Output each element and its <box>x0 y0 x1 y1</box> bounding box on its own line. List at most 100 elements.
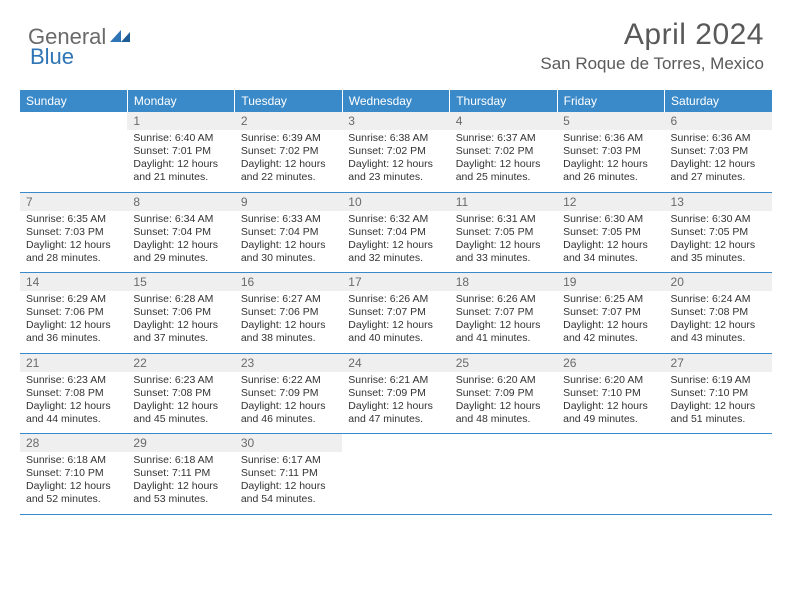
sunrise-text: Sunrise: 6:19 AM <box>671 374 766 387</box>
sunset-text: Sunset: 7:05 PM <box>671 226 766 239</box>
daylight-text: Daylight: 12 hours and 37 minutes. <box>133 319 228 345</box>
daylight-text: Daylight: 12 hours and 28 minutes. <box>26 239 121 265</box>
sunset-text: Sunset: 7:03 PM <box>563 145 658 158</box>
daynum-row: 14151617181920 <box>20 273 772 292</box>
day-detail: Sunrise: 6:19 AMSunset: 7:10 PMDaylight:… <box>665 372 772 434</box>
day-number: 7 <box>20 192 127 211</box>
logo-mark-icon <box>110 26 132 49</box>
day-detail <box>557 452 664 514</box>
day-number: 10 <box>342 192 449 211</box>
day-detail: Sunrise: 6:21 AMSunset: 7:09 PMDaylight:… <box>342 372 449 434</box>
detail-row: Sunrise: 6:23 AMSunset: 7:08 PMDaylight:… <box>20 372 772 434</box>
daylight-text: Daylight: 12 hours and 25 minutes. <box>456 158 551 184</box>
sunset-text: Sunset: 7:04 PM <box>133 226 228 239</box>
logo-text-blue: Blue <box>30 44 74 69</box>
day-number <box>20 112 127 130</box>
detail-row: Sunrise: 6:29 AMSunset: 7:06 PMDaylight:… <box>20 291 772 353</box>
day-detail: Sunrise: 6:20 AMSunset: 7:10 PMDaylight:… <box>557 372 664 434</box>
sunrise-text: Sunrise: 6:21 AM <box>348 374 443 387</box>
sunset-text: Sunset: 7:08 PM <box>26 387 121 400</box>
sunrise-text: Sunrise: 6:38 AM <box>348 132 443 145</box>
day-detail: Sunrise: 6:28 AMSunset: 7:06 PMDaylight:… <box>127 291 234 353</box>
day-detail: Sunrise: 6:26 AMSunset: 7:07 PMDaylight:… <box>342 291 449 353</box>
sunrise-text: Sunrise: 6:32 AM <box>348 213 443 226</box>
day-number <box>450 434 557 453</box>
daylight-text: Daylight: 12 hours and 54 minutes. <box>241 480 336 506</box>
sunrise-text: Sunrise: 6:30 AM <box>563 213 658 226</box>
sunrise-text: Sunrise: 6:23 AM <box>133 374 228 387</box>
daylight-text: Daylight: 12 hours and 43 minutes. <box>671 319 766 345</box>
daylight-text: Daylight: 12 hours and 51 minutes. <box>671 400 766 426</box>
sunset-text: Sunset: 7:08 PM <box>133 387 228 400</box>
day-number: 24 <box>342 353 449 372</box>
day-number: 5 <box>557 112 664 130</box>
sunrise-text: Sunrise: 6:25 AM <box>563 293 658 306</box>
daylight-text: Daylight: 12 hours and 41 minutes. <box>456 319 551 345</box>
title-block: April 2024 San Roque de Torres, Mexico <box>540 18 764 74</box>
detail-row: Sunrise: 6:40 AMSunset: 7:01 PMDaylight:… <box>20 130 772 192</box>
day-number: 27 <box>665 353 772 372</box>
weekday-header: Thursday <box>450 90 557 112</box>
sunset-text: Sunset: 7:06 PM <box>26 306 121 319</box>
day-detail: Sunrise: 6:33 AMSunset: 7:04 PMDaylight:… <box>235 211 342 273</box>
sunset-text: Sunset: 7:09 PM <box>456 387 551 400</box>
day-detail: Sunrise: 6:37 AMSunset: 7:02 PMDaylight:… <box>450 130 557 192</box>
daylight-text: Daylight: 12 hours and 48 minutes. <box>456 400 551 426</box>
daylight-text: Daylight: 12 hours and 46 minutes. <box>241 400 336 426</box>
daylight-text: Daylight: 12 hours and 40 minutes. <box>348 319 443 345</box>
weekday-header: Monday <box>127 90 234 112</box>
day-detail: Sunrise: 6:29 AMSunset: 7:06 PMDaylight:… <box>20 291 127 353</box>
detail-row: Sunrise: 6:18 AMSunset: 7:10 PMDaylight:… <box>20 452 772 514</box>
daylight-text: Daylight: 12 hours and 21 minutes. <box>133 158 228 184</box>
logo-blue-wrap: Blue <box>30 44 74 70</box>
day-detail: Sunrise: 6:24 AMSunset: 7:08 PMDaylight:… <box>665 291 772 353</box>
day-detail: Sunrise: 6:40 AMSunset: 7:01 PMDaylight:… <box>127 130 234 192</box>
day-number: 1 <box>127 112 234 130</box>
sunrise-text: Sunrise: 6:26 AM <box>456 293 551 306</box>
day-number: 26 <box>557 353 664 372</box>
sunrise-text: Sunrise: 6:27 AM <box>241 293 336 306</box>
day-detail: Sunrise: 6:25 AMSunset: 7:07 PMDaylight:… <box>557 291 664 353</box>
day-number: 16 <box>235 273 342 292</box>
sunset-text: Sunset: 7:07 PM <box>456 306 551 319</box>
daynum-row: 123456 <box>20 112 772 130</box>
day-detail <box>450 452 557 514</box>
sunset-text: Sunset: 7:02 PM <box>348 145 443 158</box>
weekday-header: Tuesday <box>235 90 342 112</box>
day-detail: Sunrise: 6:36 AMSunset: 7:03 PMDaylight:… <box>665 130 772 192</box>
sunrise-text: Sunrise: 6:36 AM <box>563 132 658 145</box>
sunrise-text: Sunrise: 6:22 AM <box>241 374 336 387</box>
day-number: 28 <box>20 434 127 453</box>
sunset-text: Sunset: 7:05 PM <box>563 226 658 239</box>
sunrise-text: Sunrise: 6:28 AM <box>133 293 228 306</box>
day-detail: Sunrise: 6:36 AMSunset: 7:03 PMDaylight:… <box>557 130 664 192</box>
daynum-row: 282930 <box>20 434 772 453</box>
sunrise-text: Sunrise: 6:39 AM <box>241 132 336 145</box>
day-detail: Sunrise: 6:18 AMSunset: 7:11 PMDaylight:… <box>127 452 234 514</box>
day-number: 6 <box>665 112 772 130</box>
sunset-text: Sunset: 7:11 PM <box>241 467 336 480</box>
day-detail: Sunrise: 6:23 AMSunset: 7:08 PMDaylight:… <box>127 372 234 434</box>
sunset-text: Sunset: 7:11 PM <box>133 467 228 480</box>
daynum-row: 21222324252627 <box>20 353 772 372</box>
daylight-text: Daylight: 12 hours and 44 minutes. <box>26 400 121 426</box>
weekday-header: Wednesday <box>342 90 449 112</box>
calendar-table: Sunday Monday Tuesday Wednesday Thursday… <box>20 90 772 515</box>
day-number: 30 <box>235 434 342 453</box>
day-detail: Sunrise: 6:26 AMSunset: 7:07 PMDaylight:… <box>450 291 557 353</box>
daylight-text: Daylight: 12 hours and 27 minutes. <box>671 158 766 184</box>
sunrise-text: Sunrise: 6:17 AM <box>241 454 336 467</box>
daynum-row: 78910111213 <box>20 192 772 211</box>
sunrise-text: Sunrise: 6:31 AM <box>456 213 551 226</box>
month-title: April 2024 <box>540 18 764 52</box>
day-number: 3 <box>342 112 449 130</box>
day-number <box>557 434 664 453</box>
day-number: 14 <box>20 273 127 292</box>
sunrise-text: Sunrise: 6:20 AM <box>456 374 551 387</box>
weekday-header: Friday <box>557 90 664 112</box>
sunrise-text: Sunrise: 6:34 AM <box>133 213 228 226</box>
day-number: 29 <box>127 434 234 453</box>
daylight-text: Daylight: 12 hours and 53 minutes. <box>133 480 228 506</box>
sunset-text: Sunset: 7:10 PM <box>563 387 658 400</box>
day-detail <box>342 452 449 514</box>
